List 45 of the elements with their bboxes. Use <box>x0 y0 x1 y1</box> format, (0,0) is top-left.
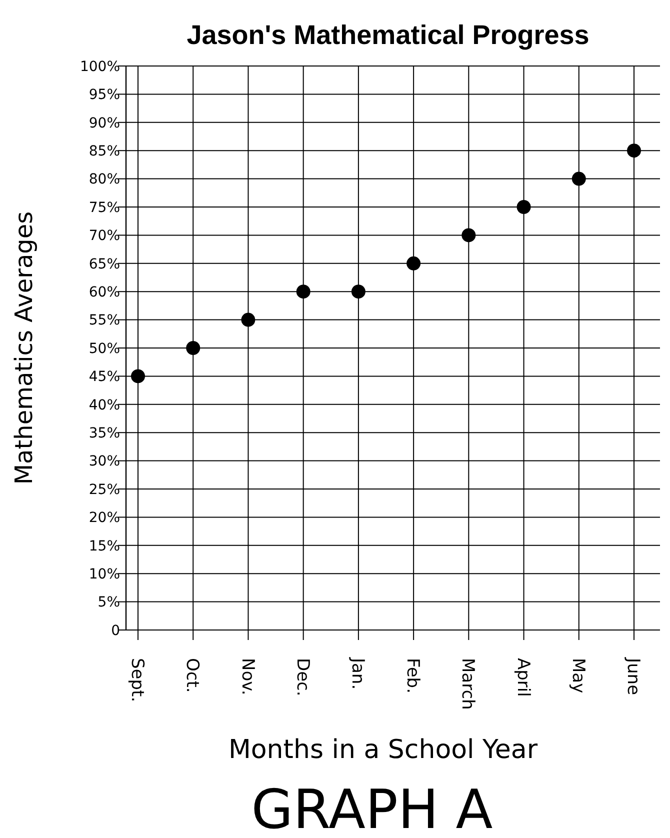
x-tick-label: June <box>623 657 644 696</box>
y-tick-label: 40% <box>88 397 120 414</box>
y-tick-label: 20% <box>88 510 120 526</box>
x-tick-label: April <box>512 658 533 697</box>
y-axis-title: Mathematics Averages <box>10 211 38 485</box>
point <box>627 144 641 158</box>
y-tick-label: 15% <box>88 538 120 554</box>
x-tick-label: Sept. <box>127 658 148 702</box>
point <box>186 341 200 355</box>
y-tick-label: 30% <box>88 454 120 470</box>
point <box>462 228 476 242</box>
y-tick-label: 55% <box>88 312 120 329</box>
x-tick-label: Feb. <box>402 658 423 694</box>
point <box>406 256 421 270</box>
point <box>241 312 256 327</box>
point <box>296 284 310 299</box>
y-tick-label: 0 <box>111 622 120 639</box>
y-tick-label: 5% <box>98 594 120 611</box>
y-tick-label: 90% <box>88 115 120 132</box>
point <box>351 284 366 299</box>
y-tick-label: 65% <box>88 256 120 272</box>
y-tick-label: 80% <box>88 172 120 188</box>
x-tick-label: March <box>458 658 478 710</box>
x-tick-label: Oct. <box>182 658 202 693</box>
y-tick-label: 70% <box>88 228 120 244</box>
y-tick-label: 35% <box>88 426 120 442</box>
point <box>516 200 531 214</box>
y-tick-label: 100% <box>80 58 120 75</box>
y-tick-label: 95% <box>88 87 120 104</box>
y-tick-label: 75% <box>88 200 120 216</box>
x-tick-label: Jan. <box>347 657 368 690</box>
x-tick-label: Nov. <box>237 658 258 696</box>
y-tick-label: 25% <box>88 482 120 498</box>
y-tick-label: 50% <box>88 340 120 357</box>
x-tick-label: Dec. <box>292 658 312 696</box>
x-tick-label: May <box>568 658 588 694</box>
y-tick-label: 45% <box>88 369 120 386</box>
x-axis-title: Months in a School Year <box>228 735 538 765</box>
chart-title: Jason's Mathematical Progress <box>186 20 590 50</box>
text: GRAPH A <box>251 778 493 838</box>
point <box>131 369 145 384</box>
point <box>572 172 586 186</box>
y-tick-label: 10% <box>88 566 120 582</box>
y-tick-label: 85% <box>88 144 120 160</box>
y-tick-label: 60% <box>88 284 120 300</box>
